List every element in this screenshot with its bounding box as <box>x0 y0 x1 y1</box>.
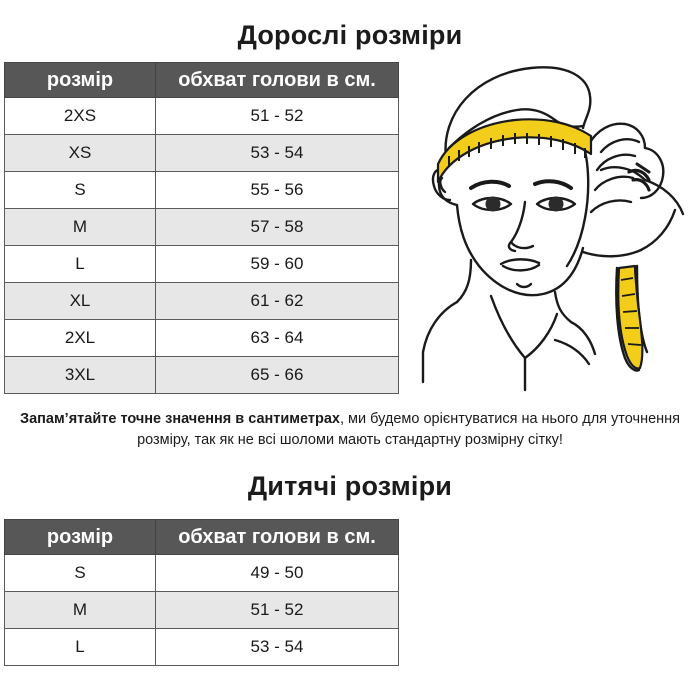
measuring-tape-icon <box>436 118 644 370</box>
note-rest-text: , ми будемо орієнтуватися на нього для у… <box>137 411 681 448</box>
adult-size-cell: M <box>4 208 156 246</box>
table-row: 2XS 51 - 52 <box>4 97 399 135</box>
table-header-row: розмір обхват голови в см. <box>4 519 399 555</box>
table-row: XS 53 - 54 <box>4 134 399 172</box>
column-header-size: розмір <box>4 62 156 98</box>
table-row: 3XL 65 - 66 <box>4 356 399 394</box>
measuring-head-drawing <box>421 66 685 392</box>
adult-size-cell: L <box>4 245 156 283</box>
kids-girth-cell: 49 - 50 <box>155 554 399 592</box>
adult-size-table: розмір обхват голови в см. 2XS 51 - 52 XS 5… <box>4 62 399 394</box>
kids-size-table: розмір обхват голови в см. S 49 - 50 M 51 -… <box>4 519 399 666</box>
table-row: S 49 - 50 <box>4 554 399 592</box>
page-title-adults: Дорослі розміри <box>237 20 463 50</box>
adult-girth-cell: 57 - 58 <box>155 208 399 246</box>
kids-girth-cell: 53 - 54 <box>155 628 399 666</box>
table-row: XL 61 - 62 <box>4 282 399 320</box>
page-title-kids: Дитячі розміри <box>247 471 453 501</box>
adult-girth-cell: 55 - 56 <box>155 171 399 209</box>
table-row: L 53 - 54 <box>4 628 399 666</box>
adult-girth-cell: 65 - 66 <box>155 356 399 394</box>
adult-size-cell: XS <box>4 134 156 172</box>
table-row: S 55 - 56 <box>4 171 399 209</box>
adult-size-cell: 2XL <box>4 319 156 357</box>
table-row: L 59 - 60 <box>4 245 399 283</box>
kids-size-cell: M <box>4 591 156 629</box>
kids-table-body: S 49 - 50 M 51 - 52 L 53 - 54 <box>4 554 399 666</box>
table-row: M 51 - 52 <box>4 591 399 629</box>
kids-girth-cell: 51 - 52 <box>155 591 399 629</box>
adult-girth-cell: 51 - 52 <box>155 97 399 135</box>
adult-girth-cell: 63 - 64 <box>155 319 399 357</box>
column-header-girth: обхват голови в см. <box>155 62 399 98</box>
adult-size-cell: 2XS <box>4 97 156 135</box>
table-row: M 57 - 58 <box>4 208 399 246</box>
adult-size-cell: S <box>4 171 156 209</box>
kids-size-cell: S <box>4 554 156 592</box>
measurement-note: Запам’ятайте точне значення в сантиметра… <box>0 409 700 451</box>
kids-table-head: розмір обхват голови в см. <box>4 519 399 555</box>
note-bold-text: Запам’ятайте точне значення в сантиметра… <box>19 411 340 427</box>
adult-size-cell: XL <box>4 282 156 320</box>
adult-girth-cell: 61 - 62 <box>155 282 399 320</box>
adult-girth-cell: 59 - 60 <box>155 245 399 283</box>
adult-girth-cell: 53 - 54 <box>155 134 399 172</box>
head-measurement-illustration <box>405 52 697 402</box>
adult-table-body: 2XS 51 - 52 XS 53 - 54 S 55 - 56 M 57 - 58 L 59 -… <box>4 97 399 394</box>
column-header-size: розмір <box>4 519 156 555</box>
adult-table-head: розмір обхват голови в см. <box>4 62 399 98</box>
adult-size-cell: 3XL <box>4 356 156 394</box>
kids-size-cell: L <box>4 628 156 666</box>
table-header-row: розмір обхват голови в см. <box>4 62 399 98</box>
column-header-girth: обхват голови в см. <box>155 519 399 555</box>
table-row: 2XL 63 - 64 <box>4 319 399 357</box>
